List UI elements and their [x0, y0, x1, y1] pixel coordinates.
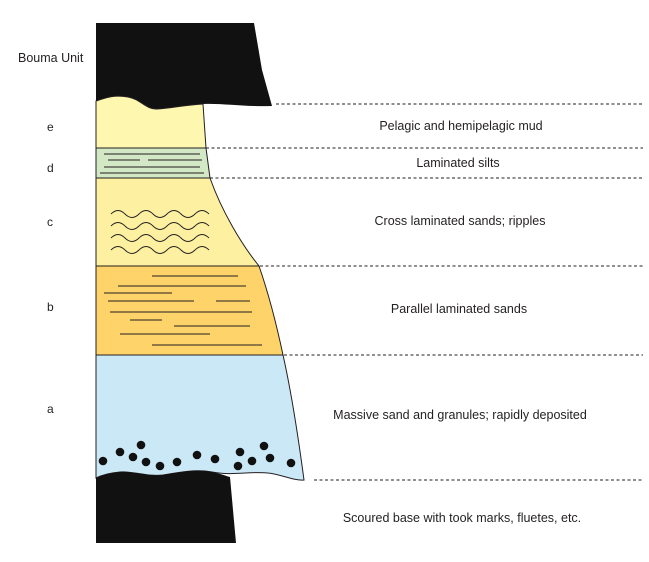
granule	[192, 450, 202, 460]
unit-c-layer	[95, 177, 261, 267]
granule	[136, 440, 146, 450]
unit-a-letter: a	[47, 402, 54, 416]
base-description: Scoured base with took marks, fluetes, e…	[343, 511, 581, 525]
unit-c-description: Cross laminated sands; ripples	[375, 214, 546, 228]
unit-b-parallel-laminations	[104, 275, 262, 346]
unit-c-letter: c	[47, 215, 53, 229]
unit-e-letter: e	[47, 120, 54, 134]
granule	[128, 452, 138, 462]
granule	[265, 453, 275, 463]
unit-c-ripple-laminations	[110, 210, 210, 254]
bottom-scoured-base	[96, 470, 236, 543]
unit-a-granules	[98, 440, 296, 471]
unit-e-layer	[95, 95, 207, 149]
unit-d-silt-laminations	[100, 153, 204, 174]
granule	[155, 461, 165, 471]
unit-b-description: Parallel laminated sands	[391, 302, 527, 316]
granule	[141, 457, 151, 467]
unit-b-letter: b	[47, 300, 54, 314]
granule	[259, 441, 269, 451]
bouma-unit-heading: Bouma Unit	[18, 51, 84, 65]
granule	[235, 447, 245, 457]
granule	[98, 456, 108, 466]
boundary-guides	[206, 103, 643, 481]
unit-d-letter: d	[47, 161, 54, 175]
granule	[210, 454, 220, 464]
granule	[286, 458, 296, 468]
unit-e-description: Pelagic and hemipelagic mud	[379, 119, 542, 133]
unit-d-layer	[95, 147, 211, 179]
top-mud-layer	[96, 23, 272, 110]
granule	[115, 447, 125, 457]
unit-b-layer	[95, 265, 284, 356]
unit-a-description: Massive sand and granules; rapidly depos…	[333, 408, 587, 422]
granule	[247, 456, 257, 466]
granule	[233, 461, 243, 471]
unit-a-layer	[95, 354, 305, 481]
granule	[172, 457, 182, 467]
unit-d-description: Laminated silts	[416, 156, 499, 170]
unit-letters: e d c b a	[47, 120, 54, 416]
unit-descriptions: Pelagic and hemipelagic mud Laminated si…	[333, 119, 587, 525]
